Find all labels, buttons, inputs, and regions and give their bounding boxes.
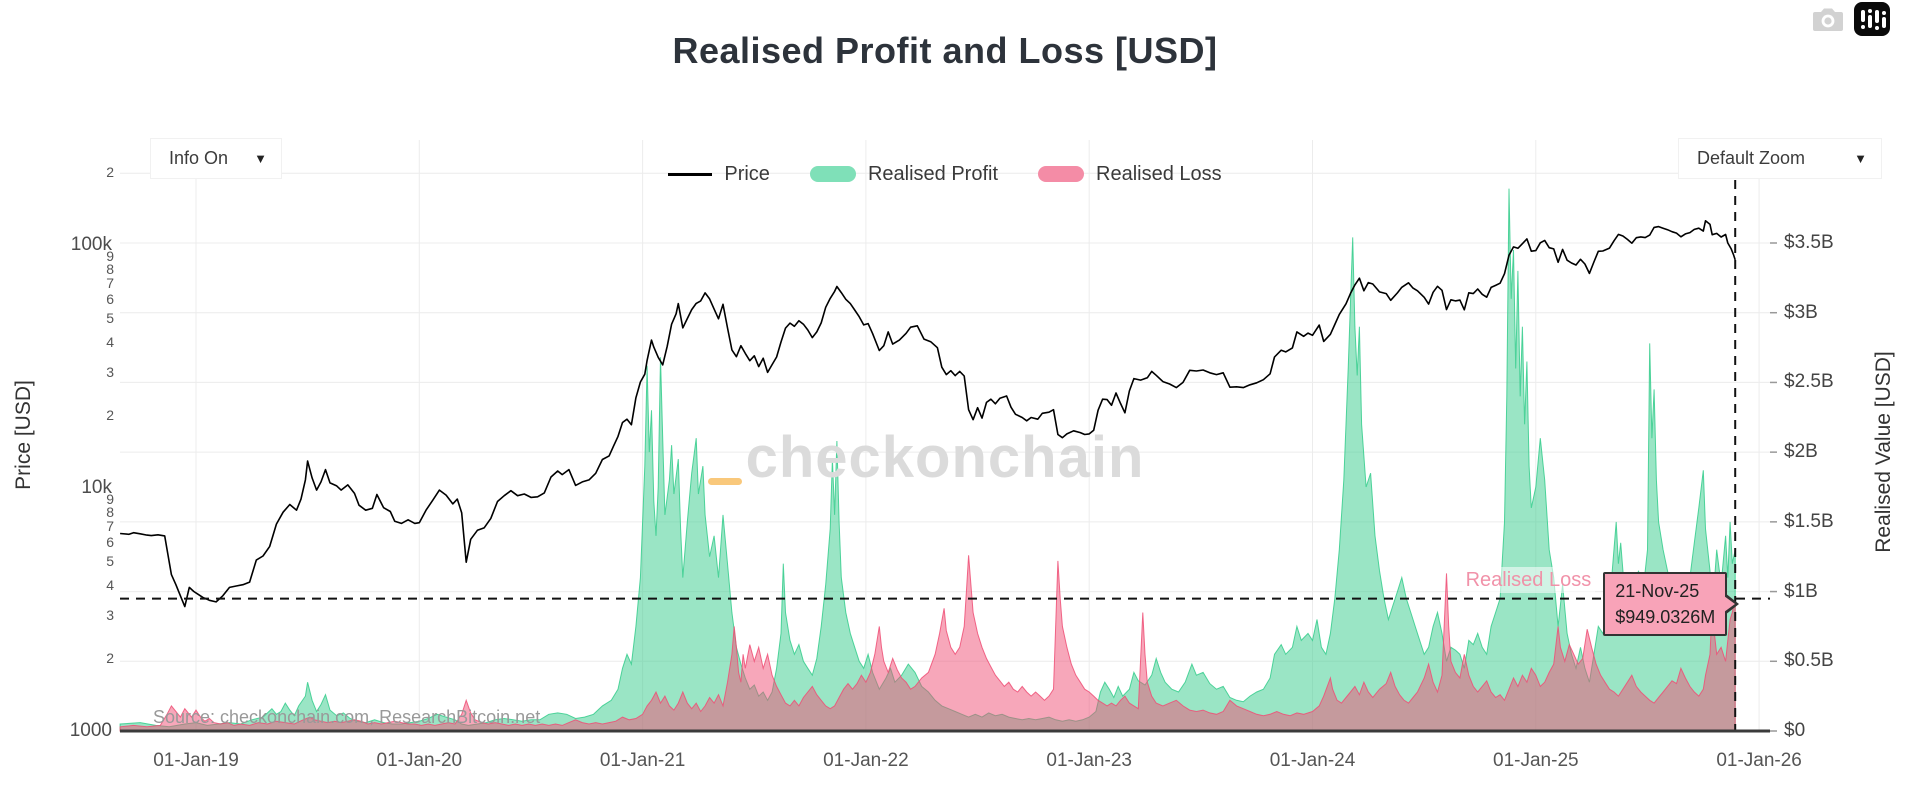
hover-tooltip: 21-Nov-25 $949.0326M — [1603, 571, 1740, 636]
legend-swatch-marker — [1038, 166, 1084, 182]
tooltip-value: $949.0326M — [1615, 606, 1716, 627]
legend-label: Realised Loss — [1096, 162, 1222, 185]
legend: Price Realised Profit Realised Loss — [120, 156, 1770, 192]
watermark-accent-dash — [708, 478, 742, 485]
camera-icon[interactable] — [1812, 7, 1844, 38]
equalizer-logo-icon[interactable] — [1854, 2, 1890, 36]
legend-swatch-marker — [809, 166, 856, 182]
watermark: checkonchain — [745, 425, 1145, 490]
legend-item-realised-loss[interactable]: Realised Loss — [1038, 163, 1222, 186]
zoom-dropdown[interactable]: Default Zoom ▼ — [1678, 138, 1882, 179]
legend-line-marker — [668, 172, 713, 176]
legend-item-realised-profit[interactable]: Realised Profit — [809, 162, 998, 186]
chevron-down-icon: ▼ — [254, 151, 267, 166]
price-line — [120, 220, 1736, 608]
right-axis-title: Realised Value [USD] — [1872, 351, 1895, 553]
legend-label: Price — [724, 162, 770, 185]
info-dropdown[interactable]: Info On ▼ — [150, 138, 282, 179]
info-dropdown-label: Info On — [169, 148, 229, 168]
chevron-down-icon: ▼ — [1854, 151, 1867, 166]
hover-series-label-text: Realised Loss — [1461, 566, 1596, 593]
hover-series-label: Realised Loss — [1437, 566, 1596, 593]
zoom-dropdown-label: Default Zoom — [1697, 148, 1806, 168]
legend-item-price[interactable]: Price — [668, 163, 770, 186]
source-note: Source: checkonchain.com, ResearchBitcoi… — [153, 707, 541, 727]
left-axis-title: Price [USD] — [12, 380, 35, 490]
realised-loss-area — [119, 555, 1736, 732]
tooltip-arrow-icon — [1724, 595, 1736, 612]
page-title: Realised Profit and Loss [USD] — [672, 30, 1218, 71]
tooltip-date: 21-Nov-25 — [1615, 580, 1700, 601]
legend-label: Realised Profit — [867, 162, 998, 185]
